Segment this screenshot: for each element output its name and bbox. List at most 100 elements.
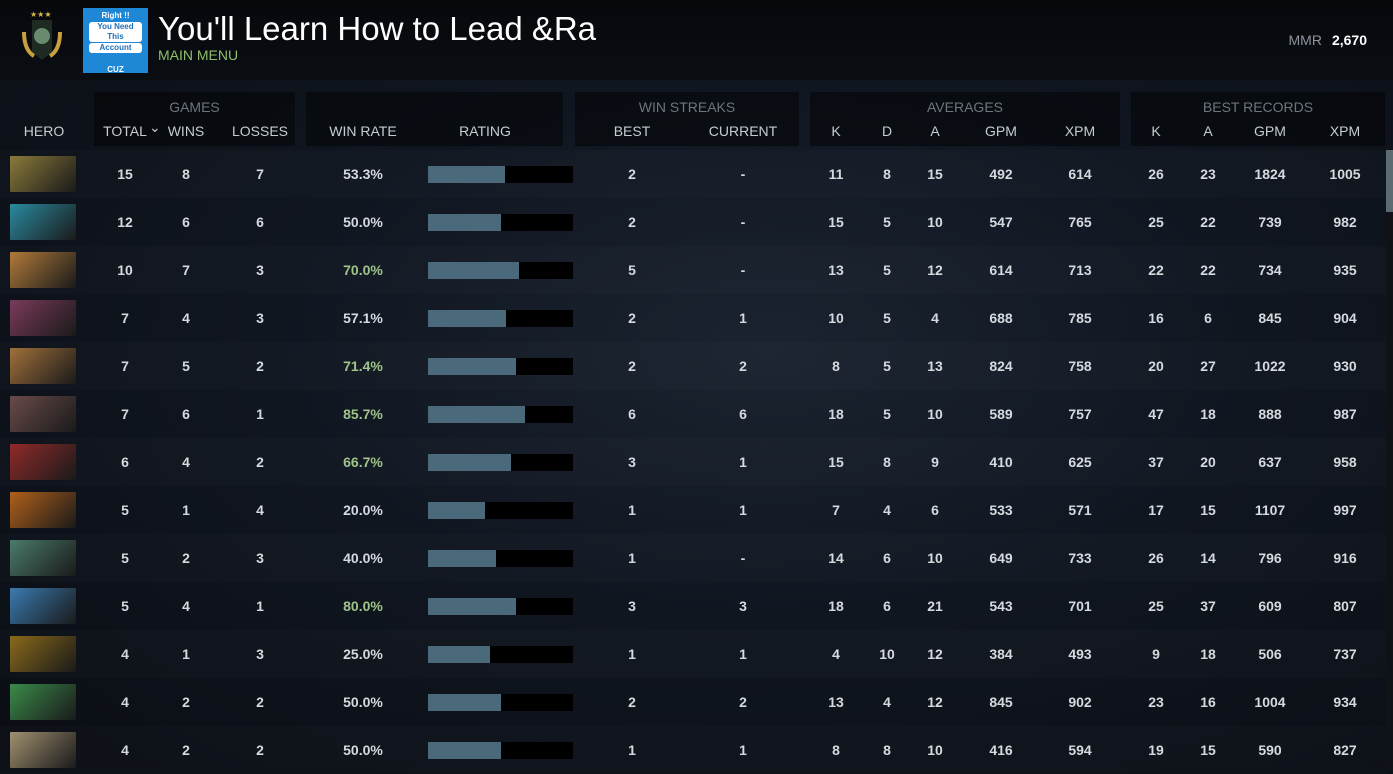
- cell-best: 6: [628, 406, 636, 422]
- hero-portrait[interactable]: [10, 348, 76, 384]
- group-best: [1131, 92, 1385, 146]
- cell-a: 12: [927, 694, 943, 710]
- table-row[interactable]: 7 6 1 85.7% 6 6 18 5 10 589 757 47 18 888 987: [0, 390, 1386, 438]
- table-row[interactable]: 7 4 3 57.1% 2 1 10 5 4 688 785 16 6 845 904: [0, 294, 1386, 342]
- column-header-rating[interactable]: RATING: [459, 123, 511, 139]
- cell-current: 3: [739, 598, 747, 614]
- cell-bk: 19: [1148, 742, 1164, 758]
- cell-total: 7: [121, 310, 129, 326]
- svg-text:★★★: ★★★: [30, 10, 52, 19]
- cell-k: 18: [828, 406, 844, 422]
- hero-portrait[interactable]: [10, 684, 76, 720]
- promo-text: Account: [89, 43, 142, 53]
- column-header-xpm[interactable]: XPM: [1064, 123, 1096, 139]
- group-label-streaks: WIN STREAKS: [638, 99, 736, 115]
- scrollbar-thumb[interactable]: [1386, 150, 1393, 212]
- table-row[interactable]: 6 4 2 66.7% 3 1 15 8 9 410 625 37 20 637 958: [0, 438, 1386, 486]
- column-header-losses[interactable]: LOSSES: [231, 123, 289, 139]
- cell-d: 5: [883, 310, 891, 326]
- cell-bgpm: 796: [1258, 550, 1282, 566]
- cell-winrate: 66.7%: [343, 454, 383, 470]
- cell-d: 4: [883, 502, 891, 518]
- cell-a: 9: [931, 454, 939, 470]
- hero-portrait[interactable]: [10, 636, 76, 672]
- cell-ba: 15: [1200, 502, 1216, 518]
- cell-d: 5: [883, 406, 891, 422]
- hero-portrait[interactable]: [10, 540, 76, 576]
- cell-wins: 5: [182, 358, 190, 374]
- column-header-bk[interactable]: K: [1151, 123, 1161, 139]
- cell-losses: 2: [256, 742, 264, 758]
- cell-ba: 15: [1200, 742, 1216, 758]
- cell-k: 11: [828, 166, 844, 182]
- cell-k: 13: [828, 262, 844, 278]
- table-row[interactable]: 7 5 2 71.4% 2 2 8 5 13 824 758 20 27 1022 930: [0, 342, 1386, 390]
- column-header-wins[interactable]: WINS: [167, 123, 205, 139]
- column-header-winrate[interactable]: WIN RATE: [329, 123, 397, 139]
- hero-portrait[interactable]: [10, 492, 76, 528]
- rating-bar-fill: [428, 454, 511, 471]
- cell-d: 10: [879, 646, 895, 662]
- column-header-d[interactable]: D: [881, 123, 893, 139]
- column-header-ba[interactable]: A: [1203, 123, 1213, 139]
- hero-portrait[interactable]: [10, 588, 76, 624]
- cell-best: 2: [628, 214, 636, 230]
- cell-total: 5: [121, 550, 129, 566]
- table-row[interactable]: 5 4 1 80.0% 3 3 18 6 21 543 701 25 37 609 807: [0, 582, 1386, 630]
- main-menu-link[interactable]: MAIN MENU: [158, 47, 239, 63]
- column-header-gpm[interactable]: GPM: [985, 123, 1017, 139]
- hero-portrait[interactable]: [10, 156, 76, 192]
- rating-bar: [428, 214, 573, 231]
- cell-bxpm: 930: [1333, 358, 1357, 374]
- cell-bxpm: 827: [1333, 742, 1357, 758]
- hero-portrait[interactable]: [10, 396, 76, 432]
- table-row[interactable]: 15 8 7 53.3% 2 - 11 8 15 492 614 26 23 1824 1005: [0, 150, 1386, 198]
- cell-xpm: 733: [1068, 550, 1092, 566]
- cell-total: 4: [121, 742, 129, 758]
- cell-bxpm: 934: [1333, 694, 1357, 710]
- table-row[interactable]: 4 1 3 25.0% 1 1 4 10 12 384 493 9 18 506 737: [0, 630, 1386, 678]
- promo-text: CUZ: [107, 65, 124, 74]
- cell-best: 2: [628, 310, 636, 326]
- cell-xpm: 594: [1068, 742, 1092, 758]
- cell-total: 15: [117, 166, 133, 182]
- cell-winrate: 53.3%: [343, 166, 383, 182]
- cell-bk: 37: [1148, 454, 1164, 470]
- column-header-bgpm[interactable]: GPM: [1254, 123, 1286, 139]
- cell-winrate: 50.0%: [343, 214, 383, 230]
- hero-portrait[interactable]: [10, 252, 76, 288]
- hero-portrait[interactable]: [10, 444, 76, 480]
- cell-bk: 26: [1148, 550, 1164, 566]
- scrollbar-track[interactable]: [1386, 150, 1393, 771]
- table-row[interactable]: 4 2 2 50.0% 2 2 13 4 12 845 902 23 16 1004 934: [0, 678, 1386, 726]
- column-header-hero[interactable]: HERO: [23, 123, 65, 139]
- rating-bar-fill: [428, 550, 497, 567]
- table-row[interactable]: 12 6 6 50.0% 2 - 15 5 10 547 765 25 22 739 982: [0, 198, 1386, 246]
- rating-bar: [428, 742, 573, 759]
- cell-current: -: [740, 166, 746, 182]
- cell-bxpm: 958: [1333, 454, 1357, 470]
- cell-total: 7: [121, 358, 129, 374]
- cell-gpm: 410: [989, 454, 1013, 470]
- table-row[interactable]: 5 2 3 40.0% 1 - 14 6 10 649 733 26 14 796 916: [0, 534, 1386, 582]
- group-streaks: [575, 92, 799, 146]
- hero-portrait[interactable]: [10, 204, 76, 240]
- table-row[interactable]: 5 1 4 20.0% 1 1 7 4 6 533 571 17 15 1107 997: [0, 486, 1386, 534]
- column-header-a[interactable]: A: [930, 123, 940, 139]
- cell-k: 8: [832, 358, 840, 374]
- table-row[interactable]: 4 2 2 50.0% 1 1 8 8 10 416 594 19 15 590 827: [0, 726, 1386, 774]
- mmr-value: 2,670: [1331, 32, 1367, 48]
- hero-portrait[interactable]: [10, 732, 76, 768]
- table-row[interactable]: 10 7 3 70.0% 5 - 13 5 12 614 713 22 22 734 935: [0, 246, 1386, 294]
- column-header-total[interactable]: TOTAL: [103, 123, 147, 139]
- column-header-bxpm[interactable]: XPM: [1329, 123, 1361, 139]
- cell-bgpm: 506: [1258, 646, 1282, 662]
- column-header-best[interactable]: BEST: [613, 123, 651, 139]
- cell-xpm: 701: [1068, 598, 1092, 614]
- column-header-k[interactable]: K: [831, 123, 841, 139]
- column-header-current[interactable]: CURRENT: [708, 123, 778, 139]
- cell-losses: 3: [256, 646, 264, 662]
- hero-portrait[interactable]: [10, 300, 76, 336]
- cell-bk: 17: [1148, 502, 1164, 518]
- cell-winrate: 20.0%: [343, 502, 383, 518]
